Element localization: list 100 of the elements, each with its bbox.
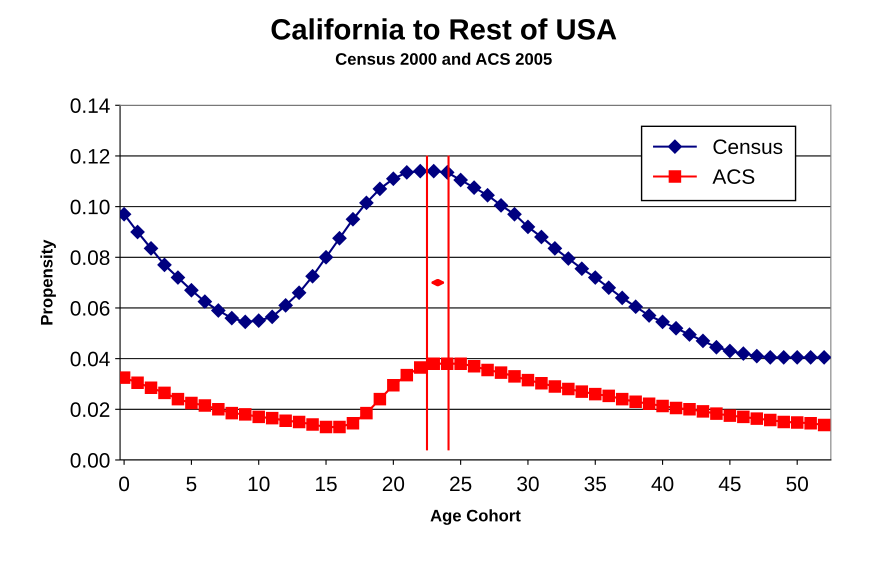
point	[656, 314, 670, 329]
point	[239, 408, 252, 421]
point	[414, 361, 427, 374]
point	[198, 399, 212, 412]
point	[507, 207, 522, 222]
y-tick-label: 0.00	[70, 452, 110, 468]
point	[696, 405, 710, 418]
point	[198, 294, 212, 309]
point	[170, 270, 186, 285]
x-tick-label: 0	[119, 476, 130, 492]
point	[226, 406, 238, 420]
y-tick-label: 0.04	[70, 352, 110, 366]
point	[266, 412, 278, 424]
point	[238, 314, 252, 329]
point	[574, 262, 589, 276]
point	[144, 382, 158, 394]
point	[750, 412, 764, 425]
point	[372, 182, 387, 196]
point	[724, 409, 736, 422]
point	[131, 376, 144, 389]
y-axis-title: Propensity	[40, 240, 56, 325]
x-tick-label: 15	[316, 476, 337, 492]
point	[426, 164, 441, 178]
point	[602, 280, 616, 295]
point	[642, 397, 656, 410]
point	[588, 270, 602, 285]
point	[629, 395, 642, 408]
point	[576, 385, 588, 398]
point	[252, 410, 265, 424]
point	[548, 380, 562, 393]
point	[736, 346, 750, 361]
y-tick-label: 0.06	[70, 300, 110, 316]
point	[158, 386, 171, 400]
point	[318, 250, 334, 264]
y-tick-label: 0.02	[70, 402, 110, 418]
point	[722, 344, 737, 358]
legend-label: ACS	[712, 169, 754, 184]
x-tick-label: 45	[718, 476, 741, 492]
point	[454, 172, 468, 188]
x-tick-label: 25	[450, 476, 472, 492]
point	[562, 382, 575, 396]
point	[777, 416, 790, 428]
point	[157, 258, 172, 272]
point	[561, 251, 576, 266]
point	[144, 241, 158, 256]
point	[212, 403, 225, 416]
y-tick-label: 0.10	[70, 200, 110, 214]
point	[387, 378, 400, 392]
point	[400, 368, 414, 382]
point	[278, 298, 293, 313]
point	[696, 334, 710, 348]
point	[292, 286, 306, 300]
legend-label: Census	[713, 139, 782, 154]
x-tick-label: 10	[248, 476, 270, 492]
point	[360, 406, 373, 420]
point	[494, 366, 508, 379]
point	[413, 164, 428, 178]
point	[130, 224, 145, 240]
point	[265, 310, 280, 324]
point	[776, 350, 791, 364]
point	[185, 396, 198, 410]
point	[818, 418, 830, 432]
point	[520, 220, 536, 234]
x-tick-label: 40	[651, 476, 674, 492]
point	[374, 392, 386, 406]
point	[737, 410, 750, 424]
point	[467, 180, 482, 195]
point	[508, 370, 521, 383]
point	[306, 418, 319, 431]
x-axis-title: Age Cohort	[430, 509, 521, 525]
point	[548, 241, 562, 256]
point	[481, 364, 494, 376]
point	[709, 340, 724, 354]
point	[333, 420, 346, 434]
point	[346, 212, 360, 226]
x-tick-label: 20	[382, 476, 404, 492]
point	[616, 392, 628, 406]
point	[480, 188, 495, 202]
point	[817, 350, 831, 364]
point	[668, 321, 684, 336]
point	[332, 231, 347, 246]
point	[642, 308, 656, 323]
point	[534, 230, 548, 244]
point	[279, 414, 292, 427]
point	[602, 390, 615, 402]
point	[615, 290, 630, 305]
point	[710, 407, 723, 420]
point	[305, 269, 320, 284]
point	[400, 165, 414, 180]
point	[320, 420, 332, 434]
point	[763, 350, 778, 364]
x-tick-label: 30	[517, 476, 539, 492]
point	[750, 349, 764, 364]
chart-subtitle: Census 2000 and ACS 2005	[336, 52, 552, 65]
y-tick-label: 0.12	[70, 148, 110, 164]
point	[628, 300, 643, 314]
point	[764, 414, 777, 426]
point	[804, 350, 818, 364]
point	[468, 360, 480, 372]
chart-title: California to Rest of USA	[272, 18, 616, 40]
